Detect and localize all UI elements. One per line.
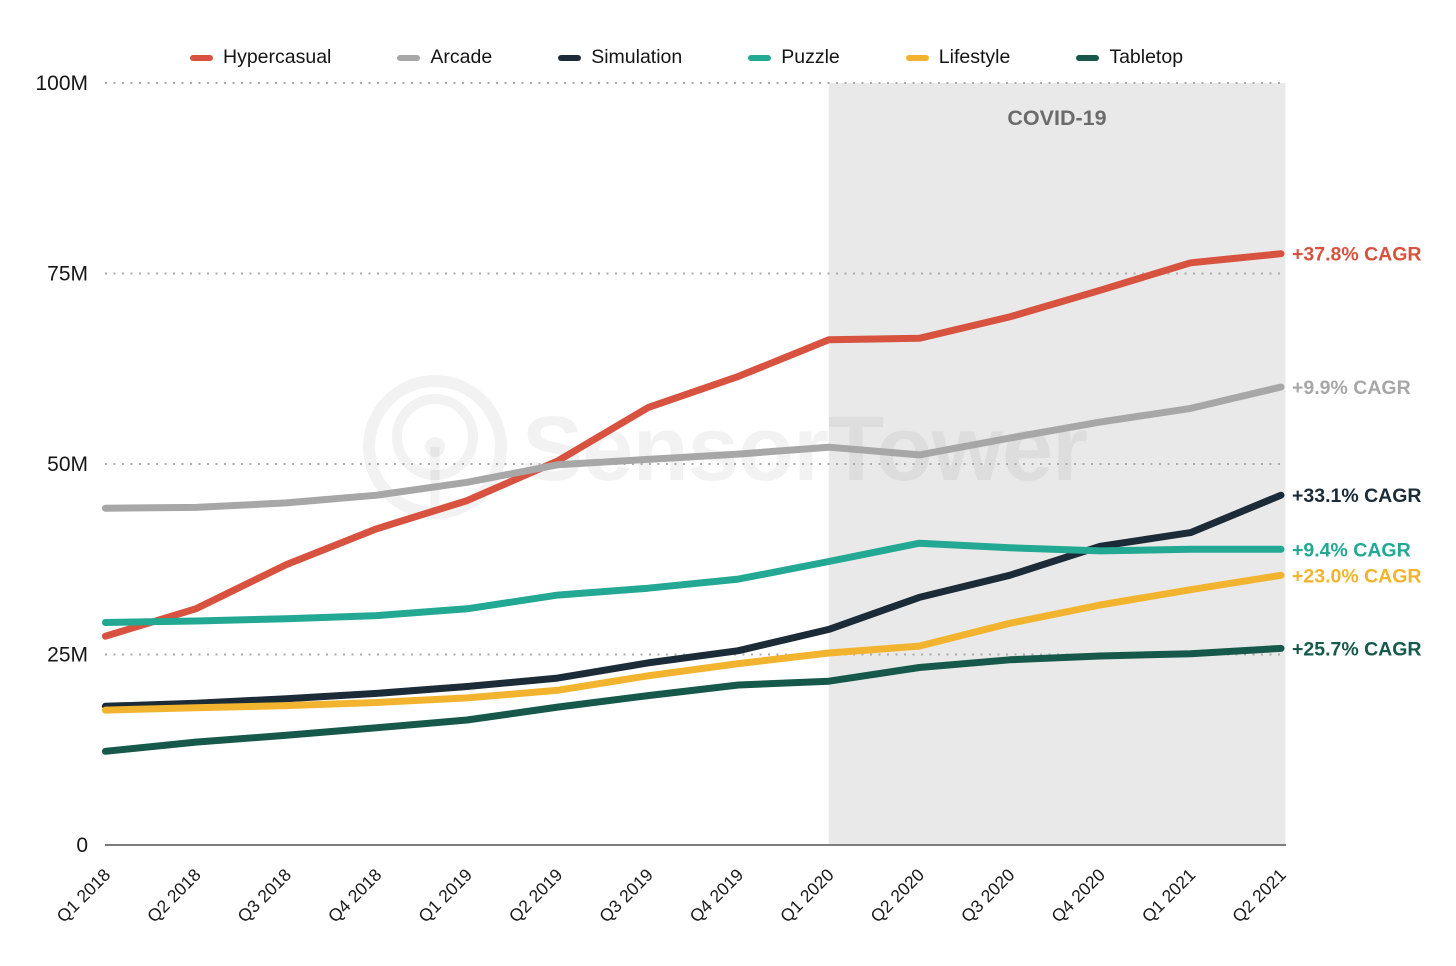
x-tick-label: Q3 2019 <box>595 865 657 927</box>
x-tick-label: Q2 2018 <box>143 865 205 927</box>
legend: Hypercasual Arcade Simulation Puzzle Lifesty… <box>190 46 1183 69</box>
series-lines <box>101 250 1285 755</box>
legend-item-lifestyle: Lifestyle <box>905 46 1011 69</box>
legend-item-tabletop: Tabletop <box>1076 46 1183 69</box>
x-tick-label: Q1 2020 <box>776 864 838 926</box>
series-line-lifestyle <box>101 571 1285 714</box>
x-tick-label: Q4 2018 <box>324 865 386 927</box>
y-tick-label: 100M <box>35 72 88 95</box>
cagr-label-tabletop: +25.7% CAGR <box>1292 638 1422 660</box>
series-line-puzzle <box>101 539 1285 626</box>
legend-swatch-lifestyle <box>905 54 929 61</box>
x-tick-label: Q3 2020 <box>957 864 1019 926</box>
series-line-arcade <box>101 383 1285 512</box>
legend-label-tabletop: Tabletop <box>1109 46 1184 68</box>
series-line-hypercasual <box>101 250 1285 640</box>
y-tick-labels: 100M 75M 50M 25M 0 <box>35 72 88 857</box>
cagr-label-lifestyle: +23.0% CAGR <box>1292 565 1422 587</box>
legend-label-arcade: Arcade <box>430 46 493 68</box>
x-tick-label: Q2 2019 <box>505 865 567 927</box>
legend-item-hypercasual: Hypercasual <box>190 46 331 69</box>
cagr-label-puzzle: +9.4% CAGR <box>1292 539 1411 561</box>
x-tick-label: Q2 2020 <box>866 864 928 926</box>
y-tick-label: 50M <box>47 453 88 476</box>
legend-swatch-tabletop <box>1076 54 1100 61</box>
cagr-label-hypercasual: +37.8% CAGR <box>1292 244 1422 266</box>
cagr-label-simulation: +33.1% CAGR <box>1292 485 1422 507</box>
legend-item-simulation: Simulation <box>558 46 682 69</box>
legend-label-hypercasual: Hypercasual <box>223 46 332 68</box>
legend-label-lifestyle: Lifestyle <box>938 46 1011 68</box>
cagr-labels: +37.8% CAGR +9.9% CAGR +33.1% CAGR +9.4% CA… <box>1292 244 1422 661</box>
x-tick-label: Q1 2021 <box>1138 865 1200 927</box>
legend-swatch-hypercasual <box>190 54 213 61</box>
cagr-label-arcade: +9.9% CAGR <box>1292 377 1411 399</box>
covid-label: COVID-19 <box>1007 106 1106 130</box>
x-tick-label: Q1 2018 <box>53 865 115 927</box>
y-tick-label: 25M <box>47 644 88 667</box>
legend-swatch-puzzle <box>748 54 772 61</box>
x-tick-label: Q4 2020 <box>1047 864 1109 926</box>
x-tick-labels: Q1 2018 Q2 2018 Q3 2018 Q4 2018 Q1 2019 Q2 20… <box>53 864 1290 926</box>
legend-swatch-arcade <box>397 54 421 61</box>
legend-swatch-simulation <box>558 54 582 61</box>
x-tick-label: Q3 2018 <box>233 865 295 927</box>
series-line-tabletop <box>101 644 1285 755</box>
y-tick-label: 75M <box>47 263 88 286</box>
legend-item-puzzle: Puzzle <box>748 46 840 69</box>
x-tick-label: Q1 2019 <box>414 865 476 927</box>
legend-label-puzzle: Puzzle <box>781 46 840 68</box>
x-tick-label: Q4 2019 <box>686 865 748 927</box>
gridlines <box>105 82 1286 656</box>
legend-item-arcade: Arcade <box>397 46 492 69</box>
y-tick-label: 0 <box>76 834 88 857</box>
x-tick-label: Q2 2021 <box>1228 865 1290 927</box>
legend-label-simulation: Simulation <box>591 46 683 68</box>
